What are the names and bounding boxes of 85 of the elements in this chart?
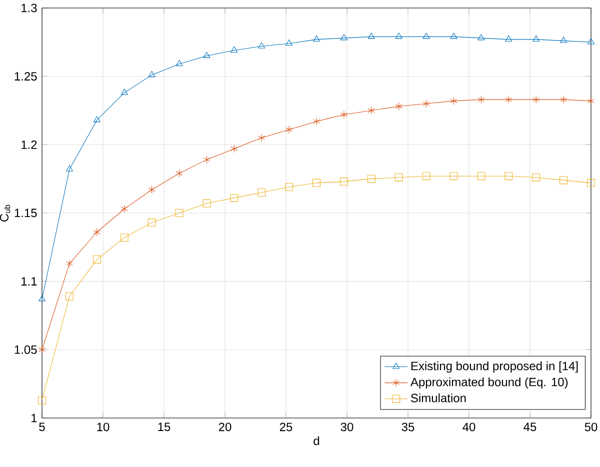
point	[176, 60, 183, 66]
point	[560, 176, 568, 184]
point	[230, 194, 238, 202]
point	[148, 218, 156, 227]
point	[340, 34, 348, 40]
point	[230, 46, 238, 52]
x-tick-label: 5	[39, 422, 45, 432]
point	[478, 34, 485, 40]
point	[203, 156, 210, 164]
point	[422, 172, 430, 180]
x-tick-label: 25	[280, 422, 292, 432]
point	[505, 35, 512, 42]
legend-label: Existing bound proposed in [14]	[411, 361, 578, 373]
point	[175, 208, 184, 217]
point	[258, 134, 266, 142]
legend-label: Approximated bound (Eq. 10)	[410, 377, 568, 389]
point	[340, 178, 348, 186]
point	[395, 102, 402, 110]
point	[478, 96, 485, 104]
point	[368, 32, 375, 39]
point	[368, 106, 375, 114]
point	[395, 32, 402, 39]
point	[450, 32, 458, 39]
point	[38, 295, 46, 302]
point	[450, 96, 458, 105]
point	[532, 35, 540, 42]
point	[92, 255, 101, 264]
x-axis-title: d	[314, 436, 320, 446]
point	[93, 116, 100, 122]
x-tick-label: 15	[158, 422, 170, 432]
x-tick-label: 10	[97, 422, 110, 432]
point	[286, 40, 293, 46]
y-tick-label: 1.1	[22, 277, 37, 286]
x-tick-label: 35	[402, 422, 414, 432]
point	[258, 42, 266, 48]
point	[422, 100, 430, 108]
y-tick-label: 1.2	[22, 140, 37, 149]
point	[587, 96, 594, 105]
point	[422, 32, 430, 39]
x-tick-label: 45	[524, 422, 536, 432]
point	[340, 110, 348, 119]
y-axis-title: C$_{ub}$	[0, 204, 10, 222]
point	[450, 172, 458, 180]
point	[38, 346, 46, 354]
y-tick-label: 1	[32, 414, 37, 422]
x-tick-label: 30	[340, 422, 354, 432]
point	[587, 38, 594, 44]
point	[120, 204, 128, 213]
y-tick-label: 1.3	[22, 4, 37, 12]
point	[505, 96, 512, 104]
point	[394, 173, 403, 182]
point	[65, 292, 74, 300]
x-tick-label: 40	[462, 422, 476, 432]
point	[202, 199, 211, 208]
point	[148, 70, 156, 78]
point	[504, 172, 513, 180]
point	[313, 117, 320, 126]
point	[477, 172, 486, 180]
point	[560, 96, 568, 104]
y-tick-label: 1.05	[14, 345, 37, 354]
point	[38, 396, 46, 404]
y-tick-label: 1.15	[14, 208, 37, 218]
point	[586, 178, 595, 187]
point	[560, 36, 568, 43]
point	[120, 88, 128, 95]
point	[230, 144, 238, 153]
point	[66, 165, 73, 172]
point	[367, 174, 376, 183]
legend-label: Simulation	[411, 393, 466, 402]
y-tick-label: 1.25	[14, 72, 37, 81]
point	[313, 35, 320, 42]
point	[203, 52, 210, 58]
point	[312, 178, 321, 187]
point	[532, 96, 540, 104]
point	[93, 228, 100, 236]
point	[532, 173, 540, 182]
point	[120, 234, 128, 242]
point	[66, 260, 73, 268]
x-tick-label: 20	[218, 422, 232, 432]
point	[176, 169, 183, 178]
point	[286, 126, 293, 134]
point	[148, 186, 156, 194]
point	[258, 188, 266, 196]
point	[285, 183, 294, 192]
x-tick-label: 50	[584, 422, 598, 432]
